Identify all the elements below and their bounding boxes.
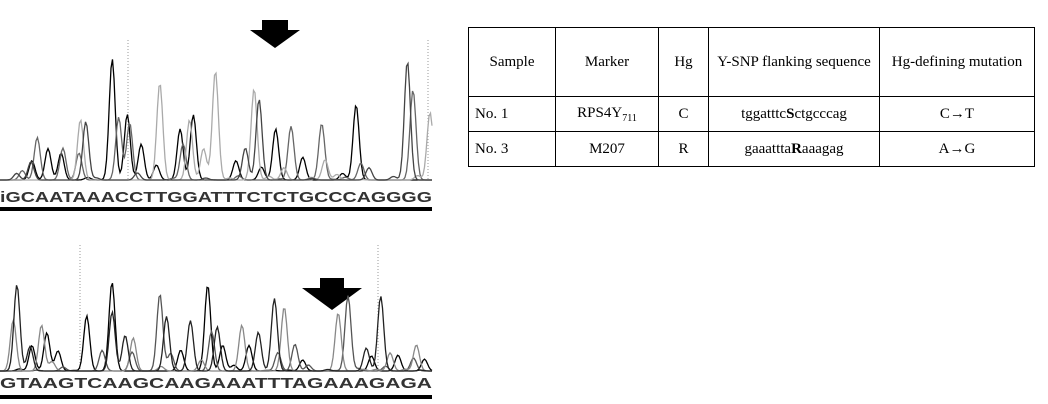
seq-part: aaagag	[802, 141, 844, 157]
row: No. 3 M207 R gaaatttaRaaagag A→G	[469, 132, 1035, 167]
cell: M207	[556, 132, 659, 167]
cell: R	[659, 132, 709, 167]
cell: tggatttcSctgcccag	[709, 97, 880, 132]
header-cell: Marker	[556, 28, 659, 97]
traces	[0, 283, 432, 371]
trace	[0, 309, 432, 371]
cell: RPS4Y711	[556, 97, 659, 132]
figure: iGCAATAAACCTTGGATTTCTCTGCCCAGGGG GTAAGTC…	[0, 0, 1048, 404]
header-cell: Y-SNP flanking sequence	[709, 28, 880, 97]
header-row: Sample Marker Hg Y-SNP flanking sequence…	[469, 28, 1035, 97]
cell: gaaatttaRaaagag	[709, 132, 880, 167]
arrow	[250, 20, 300, 48]
seq-part: gaaattta	[744, 141, 791, 157]
cell: C→T	[880, 97, 1035, 132]
sequence: GTAAGTCAAGCAAGAAATTTAGAAAGAGA	[0, 375, 432, 392]
underline	[0, 395, 432, 399]
marker: M207	[589, 141, 625, 157]
snp: R	[791, 141, 802, 157]
chromatogram: iGCAATAAACCTTGGATTTCTCTGCCCAGGGG	[0, 0, 440, 215]
chromatogram: GTAAGTCAAGCAAGAAATTTAGAAAGAGA	[0, 225, 440, 404]
marker: RPS4Y	[577, 105, 622, 121]
seq-part: ctgcccag	[794, 106, 846, 122]
cell: No. 3	[469, 132, 556, 167]
seq-part: tggatttc	[741, 106, 786, 122]
underline	[0, 207, 432, 211]
results-table: Sample Marker Hg Y-SNP flanking sequence…	[468, 27, 1035, 167]
marker-subscript: 711	[622, 113, 637, 124]
cell: No. 1	[469, 97, 556, 132]
arrow	[302, 278, 362, 310]
header-cell: Hg-defining mutation	[880, 28, 1035, 97]
cell: A→G	[880, 132, 1035, 167]
row: No. 1 RPS4Y711 C tggatttcSctgcccag C→T	[469, 97, 1035, 132]
sequence: iGCAATAAACCTTGGATTTCTCTGCCCAGGGG	[0, 189, 432, 206]
header-cell: Sample	[469, 28, 556, 97]
traces	[0, 59, 432, 180]
cell: C	[659, 97, 709, 132]
header-cell: Hg	[659, 28, 709, 97]
